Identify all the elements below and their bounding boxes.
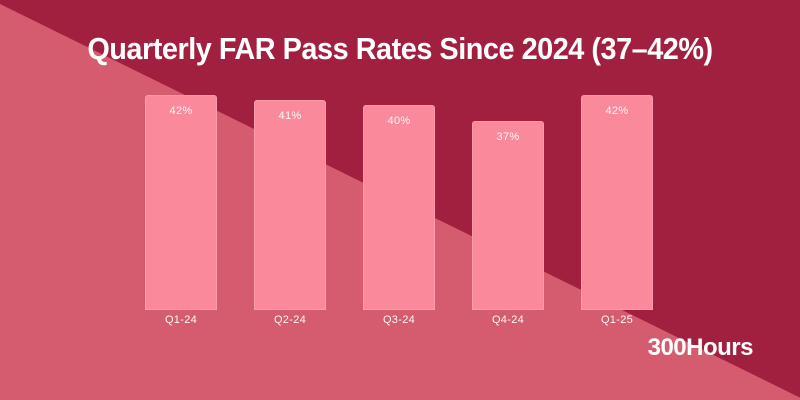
- bar-group-q2-24: 41% Q2-24: [254, 0, 326, 326]
- bar-chart: 42% Q1-24 41% Q2-24 40% Q3-24 37% Q4-24 42% Q1-25: [145, 0, 653, 326]
- bar-q4-24: 37%: [472, 121, 544, 310]
- bar-value-label: 42%: [169, 105, 193, 117]
- brand-watermark: 300Hours: [647, 334, 754, 361]
- bar-group-q1-25: 42% Q1-25: [581, 0, 653, 326]
- bar-q1-24: 42%: [145, 95, 217, 310]
- bar-group-q4-24: 37% Q4-24: [472, 0, 544, 326]
- bar-value-label: 40%: [387, 115, 411, 127]
- bar-value-label: 42%: [605, 105, 629, 117]
- bar-value-label: 37%: [496, 131, 520, 143]
- x-axis-label: Q1-25: [600, 314, 634, 326]
- bar-group-q1-24: 42% Q1-24: [145, 0, 217, 326]
- x-axis-label: Q3-24: [382, 314, 416, 326]
- x-axis-label: Q4-24: [491, 314, 525, 326]
- bar-q1-25: 42%: [581, 95, 653, 310]
- x-axis-label: Q1-24: [164, 314, 198, 326]
- bar-q2-24: 41%: [254, 100, 326, 310]
- x-axis-label: Q2-24: [273, 314, 307, 326]
- bar-q3-24: 40%: [363, 105, 435, 310]
- bar-group-q3-24: 40% Q3-24: [363, 0, 435, 326]
- bar-value-label: 41%: [278, 110, 302, 122]
- chart-title: Quarterly FAR Pass Rates Since 2024 (37–…: [87, 31, 713, 66]
